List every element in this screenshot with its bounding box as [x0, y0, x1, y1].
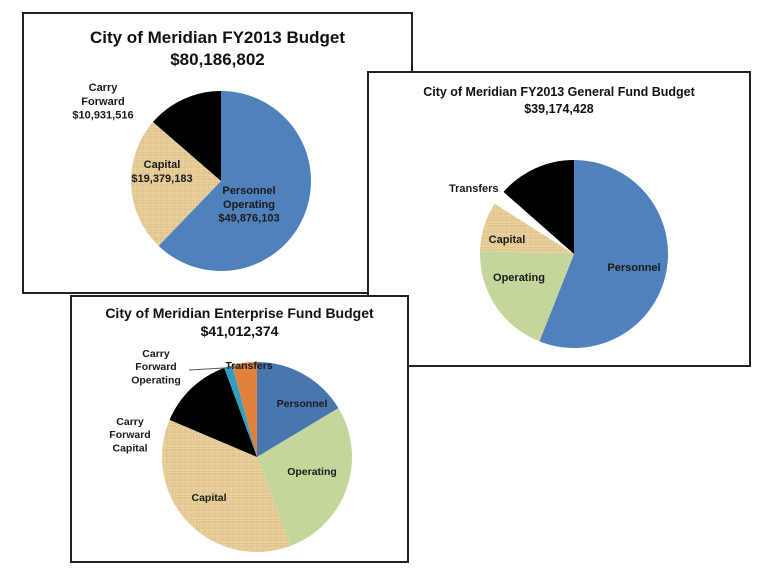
pie-slice-operating — [480, 251, 574, 342]
slice-label-line: Operating — [131, 374, 181, 386]
pie-slice-gap — [494, 191, 574, 254]
slice-label-line: Capital — [489, 234, 526, 246]
pie-slice-personnel-operating — [158, 91, 311, 271]
slice-label-line: Operating — [223, 199, 275, 211]
slice-label-line: Personnel — [277, 398, 328, 410]
slice-label-line: Forward — [135, 361, 176, 373]
slice-label-line: Carry — [142, 348, 170, 360]
pie-slice-carry-forward-capital — [169, 367, 257, 457]
slice-label-operating: Operating — [287, 466, 337, 478]
slice-label-transfers: Transfers — [449, 183, 499, 195]
slice-label-personnel: Personnel — [607, 262, 660, 274]
pie-chart: Personnel Operating Capital Transfers — [449, 160, 668, 348]
pie-chart: Personnel Operating $49,876,103 Capital $19,… — [72, 82, 311, 271]
general-fund-chart: City of Meridian FY2013 General Fund Bud… — [367, 71, 751, 367]
chart-subtitle: $39,174,428 — [524, 102, 594, 116]
slice-label-carry-forward: Carry Forward $10,931,516 — [72, 82, 133, 122]
enterprise-fund-chart: City of Meridian Enterprise Fund Budget … — [70, 295, 409, 563]
chart-subtitle: $80,186,802 — [170, 50, 265, 69]
slice-label-personnel-operating: Personnel Operating $49,876,103 — [218, 185, 279, 225]
pie-slice-personnel — [257, 362, 339, 457]
slice-label-carry-forward-operating: Carry Forward Operating — [131, 348, 181, 386]
chart-title: City of Meridian FY2013 Budget — [89, 28, 346, 47]
slice-label-line: Operating — [287, 466, 337, 478]
slice-label-line: Carry — [116, 416, 144, 428]
pie-slice-personnel — [539, 160, 668, 348]
slice-label-transfers: Transfers — [225, 360, 272, 372]
slice-label-capital: Capital — [191, 492, 226, 504]
pie-slice-carry-forward-operating — [224, 365, 257, 457]
slice-label-operating: Operating — [493, 272, 545, 284]
slice-label-line: Operating — [493, 272, 545, 284]
slice-label-line: Capital — [144, 159, 181, 171]
slice-label-personnel: Personnel — [277, 398, 328, 410]
leader-line — [188, 366, 243, 371]
slice-label-carry-forward-capital: Carry Forward Capital — [109, 416, 150, 454]
chart-subtitle: $41,012,374 — [200, 323, 279, 339]
slice-label-line: Capital — [112, 442, 147, 454]
pie-slice-transfers — [232, 362, 257, 457]
pie-slice-capital — [130, 122, 221, 246]
slice-label-line: Personnel — [607, 262, 660, 274]
pie-slice-operating — [257, 408, 353, 546]
slice-label-line: Forward — [81, 96, 124, 108]
slice-label-line: $49,876,103 — [218, 213, 279, 225]
chart-title: City of Meridian FY2013 General Fund Bud… — [423, 85, 695, 99]
slice-label-line: Capital — [191, 492, 226, 504]
slice-label-line: $10,931,516 — [72, 110, 133, 122]
pie-slice-transfers — [503, 160, 574, 254]
slice-label-line: Carry — [89, 82, 119, 94]
slice-label-line: Transfers — [449, 183, 499, 195]
total-budget-chart: City of Meridian FY2013 Budget $80,186,8… — [22, 12, 413, 294]
pie-slice-carry-forward — [152, 91, 221, 181]
slice-label-capital: Capital $19,379,183 — [131, 159, 192, 185]
slice-label-line: Personnel — [222, 185, 275, 197]
chart-title: City of Meridian Enterprise Fund Budget — [105, 305, 374, 321]
slice-label-line: Forward — [109, 429, 150, 441]
pie-slice-capital — [161, 419, 291, 552]
slice-label-line: $19,379,183 — [131, 173, 192, 185]
pie-slice-capital — [480, 203, 574, 254]
slice-label-capital: Capital — [489, 234, 526, 246]
slice-label-line: Transfers — [225, 360, 272, 372]
